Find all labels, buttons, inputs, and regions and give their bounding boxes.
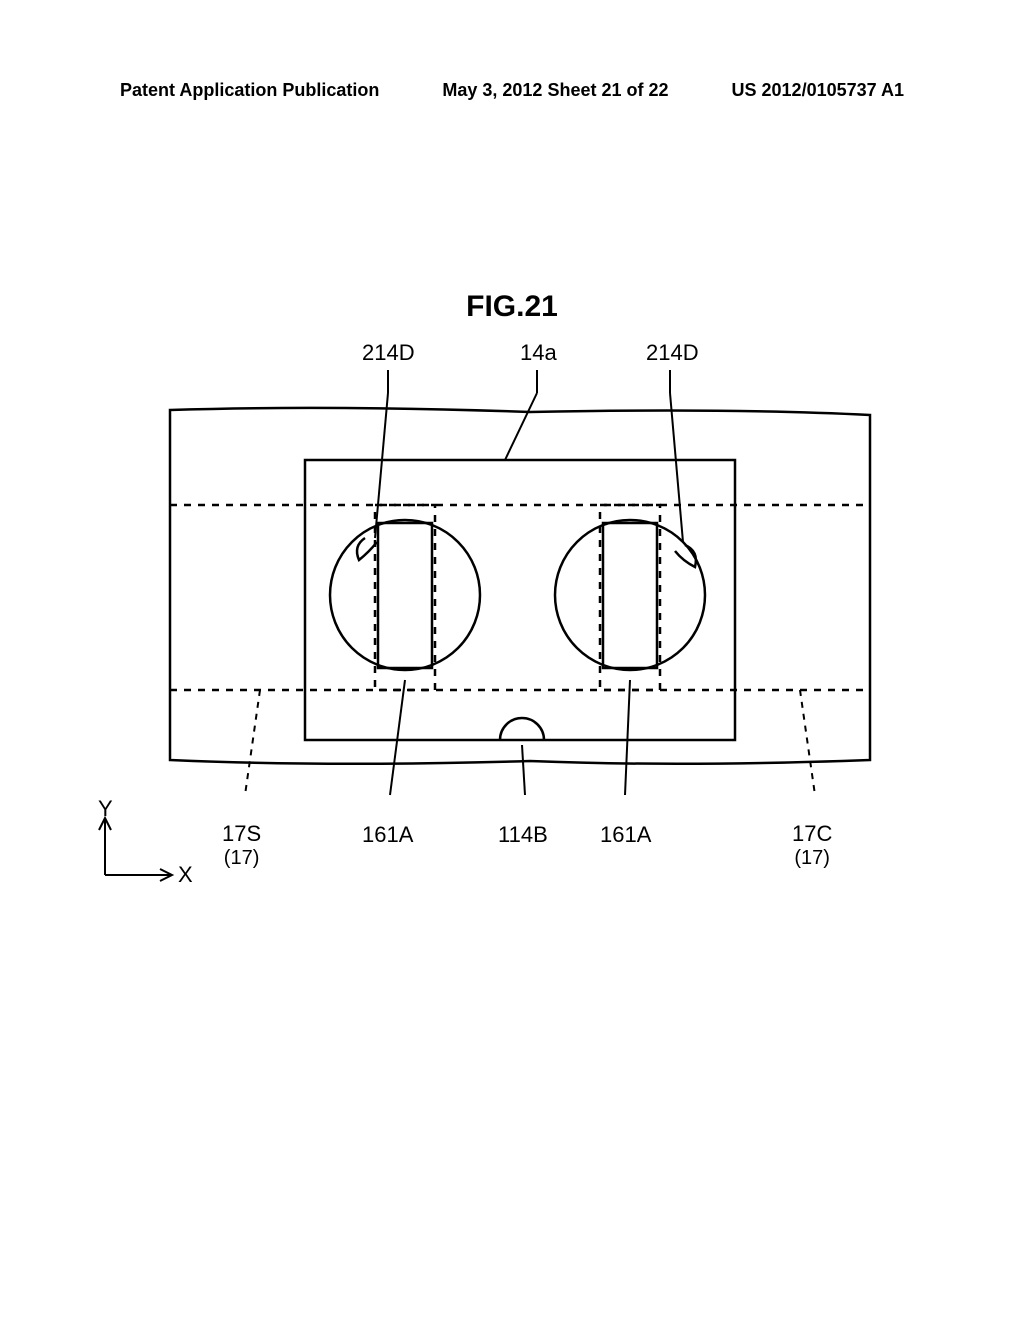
dashed-rect-right: [600, 505, 660, 690]
leader-114b: [522, 745, 525, 795]
label-17c: 17C (17): [792, 821, 832, 870]
leader-214d-left-2: [375, 393, 388, 538]
dashed-rect-left: [375, 505, 435, 690]
header-right: US 2012/0105737 A1: [732, 80, 904, 101]
diagram-container: 214D 14a 214D: [130, 340, 910, 870]
label-114b: 114B: [498, 822, 548, 848]
solid-rect-right: [603, 523, 657, 668]
inner-rect-14a: [305, 460, 735, 740]
leader-17s: [245, 690, 260, 795]
outer-frame: [170, 408, 870, 764]
header-center: May 3, 2012 Sheet 21 of 22: [442, 80, 668, 101]
figure-svg: [130, 340, 910, 870]
axis-x-label: X: [178, 862, 193, 888]
arc-114b: [500, 718, 544, 740]
solid-rect-left: [378, 523, 432, 668]
leader-161a-left: [390, 680, 405, 795]
circle-left: [330, 520, 480, 670]
label-161a-left: 161A: [362, 822, 413, 848]
label-161a-right: 161A: [600, 822, 651, 848]
label-17s: 17S (17): [222, 821, 261, 870]
figure-title: FIG.21: [466, 290, 558, 324]
label-17c-sub: (17): [792, 847, 832, 870]
axis-y-label: Y: [98, 796, 113, 822]
leader-17c: [800, 690, 815, 795]
label-17c-text: 17C: [792, 821, 832, 846]
label-17s-text: 17S: [222, 821, 261, 846]
leader-161a-right: [625, 680, 630, 795]
circle-right: [555, 520, 705, 670]
leader-214d-right-2: [670, 393, 683, 542]
header-left: Patent Application Publication: [120, 80, 379, 101]
leader-14a-2: [505, 393, 537, 460]
label-17s-sub: (17): [222, 847, 261, 870]
page-header: Patent Application Publication May 3, 20…: [0, 80, 1024, 101]
axis-indicator: Y X: [80, 800, 200, 890]
